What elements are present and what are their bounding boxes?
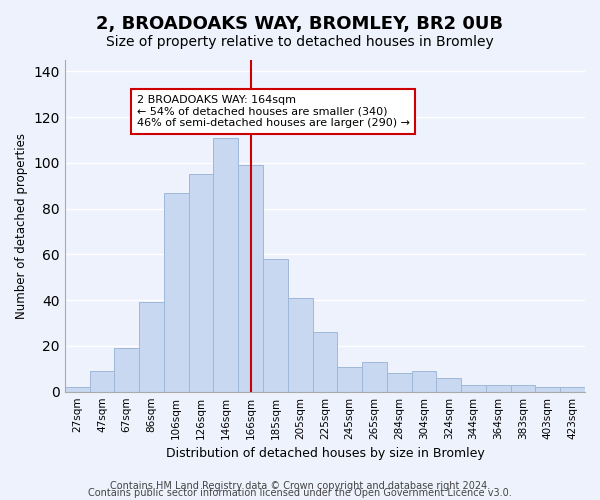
Bar bbox=[263, 259, 288, 392]
Bar bbox=[511, 385, 535, 392]
Bar bbox=[238, 165, 263, 392]
Bar bbox=[387, 374, 412, 392]
Bar bbox=[412, 371, 436, 392]
Text: Contains public sector information licensed under the Open Government Licence v3: Contains public sector information licen… bbox=[88, 488, 512, 498]
Bar bbox=[89, 371, 115, 392]
Bar bbox=[313, 332, 337, 392]
Bar bbox=[436, 378, 461, 392]
Bar bbox=[337, 366, 362, 392]
X-axis label: Distribution of detached houses by size in Bromley: Distribution of detached houses by size … bbox=[166, 447, 484, 460]
Text: Size of property relative to detached houses in Bromley: Size of property relative to detached ho… bbox=[106, 35, 494, 49]
Text: Contains HM Land Registry data © Crown copyright and database right 2024.: Contains HM Land Registry data © Crown c… bbox=[110, 481, 490, 491]
Bar bbox=[461, 385, 486, 392]
Bar bbox=[65, 387, 89, 392]
Text: 2, BROADOAKS WAY, BROMLEY, BR2 0UB: 2, BROADOAKS WAY, BROMLEY, BR2 0UB bbox=[97, 15, 503, 33]
Bar bbox=[560, 387, 585, 392]
Bar bbox=[214, 138, 238, 392]
Bar bbox=[139, 302, 164, 392]
Bar bbox=[288, 298, 313, 392]
Bar bbox=[164, 192, 188, 392]
Bar bbox=[486, 385, 511, 392]
Bar bbox=[188, 174, 214, 392]
Bar bbox=[362, 362, 387, 392]
Y-axis label: Number of detached properties: Number of detached properties bbox=[15, 133, 28, 319]
Bar bbox=[535, 387, 560, 392]
Bar bbox=[115, 348, 139, 392]
Text: 2 BROADOAKS WAY: 164sqm
← 54% of detached houses are smaller (340)
46% of semi-d: 2 BROADOAKS WAY: 164sqm ← 54% of detache… bbox=[137, 95, 410, 128]
